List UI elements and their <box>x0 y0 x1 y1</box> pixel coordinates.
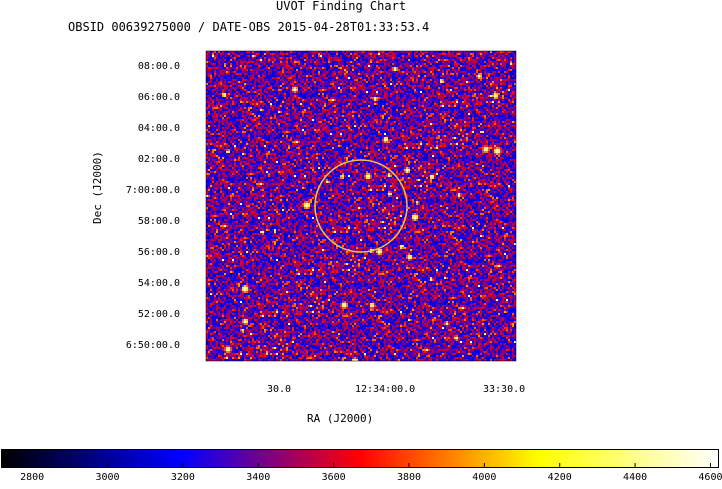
chart-title: UVOT Finding Chart <box>276 0 407 13</box>
y-tick-label: 04:00.0 <box>137 123 180 134</box>
x-tick-label: 12:34:00.0 <box>355 384 416 395</box>
x-axis-label: RA (J2000) <box>307 412 374 425</box>
y-tick-label: 08:00.0 <box>137 61 180 72</box>
colorbar-tick-label: 4200 <box>548 472 572 483</box>
chart-subtitle: OBSID 00639275000 / DATE-OBS 2015-04-28T… <box>68 20 430 34</box>
y-tick-label: 58:00.0 <box>137 216 180 227</box>
y-tick-label: 56:00.0 <box>137 247 180 258</box>
x-tick-label: 30.0 <box>267 384 292 395</box>
x-tick-label: 33:30.0 <box>483 384 526 395</box>
y-tick-label: 02:00.0 <box>137 154 180 165</box>
colorbar-tick-label: 4600 <box>698 472 722 483</box>
colorbar-tick-label: 3400 <box>246 472 270 483</box>
colorbar-tick-label: 4000 <box>472 472 496 483</box>
sky-image <box>206 51 516 361</box>
y-tick-label: 54:00.0 <box>137 278 180 289</box>
y-tick-label: 06:00.0 <box>137 92 180 103</box>
y-tick-label: 7:00:00.0 <box>125 185 180 196</box>
y-tick-labels: 08:00.0 06:00.0 04:00.0 02:00.0 7:00:00.0 58:… <box>0 0 180 489</box>
colorbar-tick-label: 3800 <box>397 472 421 483</box>
y-axis-label: Dec (J2000) <box>91 151 104 224</box>
y-tick-label: 6:50:00.0 <box>125 340 180 351</box>
colorbar-tick-label: 4400 <box>623 472 647 483</box>
colorbar-tick-label: 3600 <box>322 472 346 483</box>
y-tick-label: 52:00.0 <box>137 309 180 320</box>
colorbar <box>1 449 719 468</box>
